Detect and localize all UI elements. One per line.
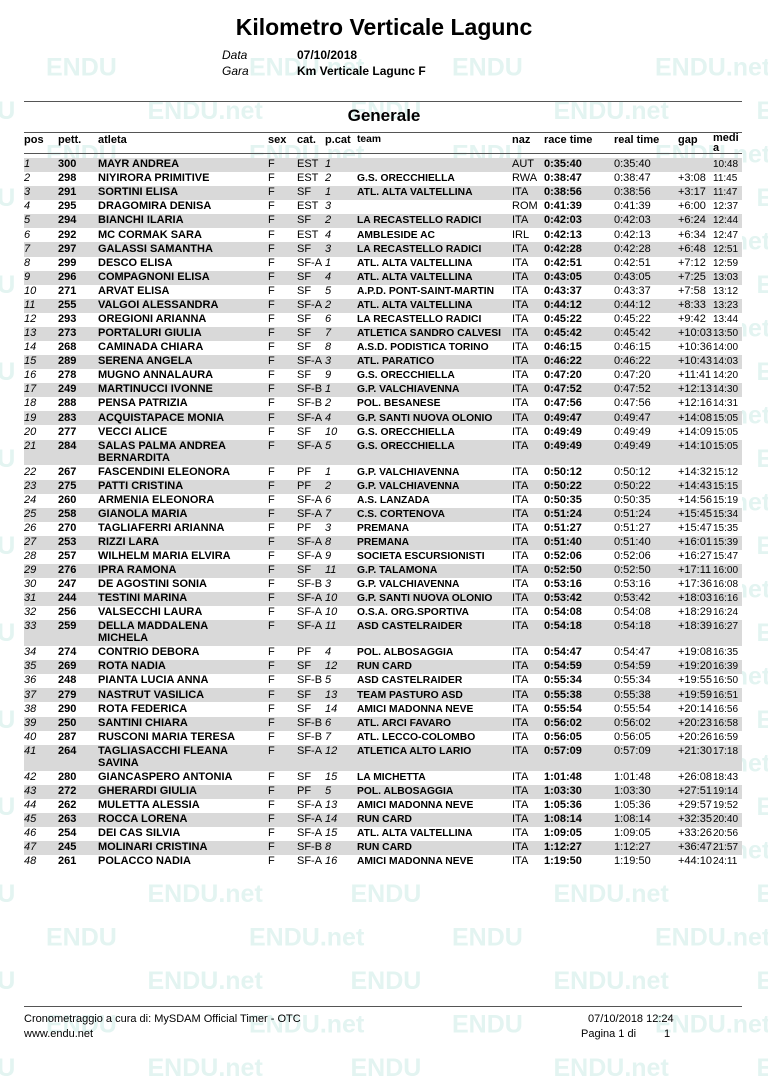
svg-text:ENDU: ENDU [351,967,422,995]
svg-text:ENDU: ENDU [757,1054,768,1082]
svg-text:ENDU: ENDU [351,880,422,908]
svg-text:ENDU: ENDU [757,271,768,299]
svg-text:ENDU.net: ENDU.net [249,923,365,951]
svg-text:ENDU: ENDU [46,923,117,951]
svg-text:ENDU: ENDU [0,619,15,647]
svg-text:ENDU.net: ENDU.net [554,967,670,995]
svg-text:ENDU: ENDU [0,271,15,299]
svg-text:ENDU: ENDU [452,923,523,951]
svg-text:ENDU.net: ENDU.net [148,967,264,995]
svg-text:ENDU.net: ENDU.net [554,1054,670,1082]
svg-text:ENDU: ENDU [0,967,15,995]
svg-text:ENDU.net: ENDU.net [554,880,670,908]
svg-text:ENDU: ENDU [757,793,768,821]
svg-text:ENDU.net: ENDU.net [655,53,768,81]
svg-text:ENDU: ENDU [0,706,15,734]
svg-text:ENDU.net: ENDU.net [655,923,768,951]
svg-text:ENDU: ENDU [757,184,768,212]
svg-text:ENDU: ENDU [0,184,15,212]
svg-text:ENDU: ENDU [757,445,768,473]
svg-text:ENDU: ENDU [757,619,768,647]
svg-text:ENDU: ENDU [0,532,15,560]
svg-text:ENDU: ENDU [0,358,15,386]
svg-text:ENDU: ENDU [46,53,117,81]
svg-text:ENDU.net: ENDU.net [148,1054,264,1082]
svg-text:ENDU: ENDU [0,793,15,821]
svg-text:ENDU: ENDU [757,358,768,386]
svg-text:ENDU: ENDU [757,967,768,995]
svg-text:ENDU: ENDU [0,880,15,908]
svg-text:ENDU: ENDU [452,1010,523,1038]
svg-text:ENDU: ENDU [351,1054,422,1082]
svg-text:ENDU: ENDU [757,880,768,908]
svg-text:ENDU: ENDU [452,53,523,81]
svg-text:ENDU: ENDU [0,445,15,473]
svg-text:ENDU: ENDU [0,1054,15,1082]
svg-text:ENDU.net: ENDU.net [148,880,264,908]
svg-text:ENDU: ENDU [757,532,768,560]
svg-text:ENDU: ENDU [757,706,768,734]
